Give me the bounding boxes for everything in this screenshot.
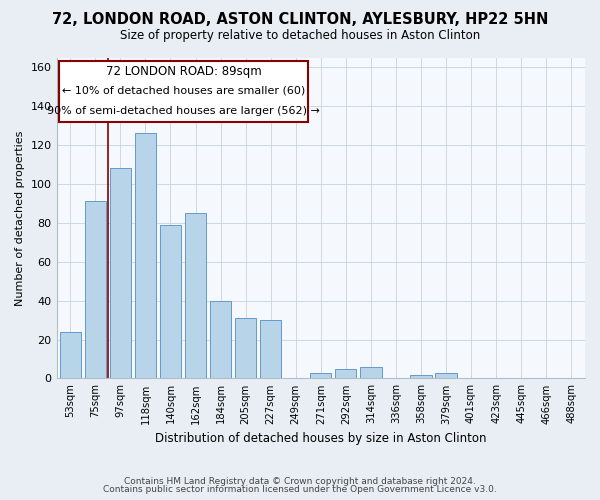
Bar	[260, 320, 281, 378]
Text: ← 10% of detached houses are smaller (60): ← 10% of detached houses are smaller (60…	[62, 86, 305, 96]
Bar	[335, 368, 356, 378]
Text: 72, LONDON ROAD, ASTON CLINTON, AYLESBURY, HP22 5HN: 72, LONDON ROAD, ASTON CLINTON, AYLESBUR…	[52, 12, 548, 28]
Bar	[59, 332, 81, 378]
Text: Contains HM Land Registry data © Crown copyright and database right 2024.: Contains HM Land Registry data © Crown c…	[124, 477, 476, 486]
FancyBboxPatch shape	[59, 62, 308, 122]
Bar	[210, 300, 231, 378]
Bar	[310, 372, 331, 378]
Text: Contains public sector information licensed under the Open Government Licence v3: Contains public sector information licen…	[103, 485, 497, 494]
Text: 90% of semi-detached houses are larger (562) →: 90% of semi-detached houses are larger (…	[47, 106, 320, 116]
Text: Size of property relative to detached houses in Aston Clinton: Size of property relative to detached ho…	[120, 29, 480, 42]
Bar	[360, 367, 382, 378]
Bar	[160, 225, 181, 378]
Bar	[85, 202, 106, 378]
Y-axis label: Number of detached properties: Number of detached properties	[15, 130, 25, 306]
Bar	[135, 134, 156, 378]
Bar	[410, 374, 431, 378]
Bar	[436, 372, 457, 378]
Bar	[110, 168, 131, 378]
Text: 72 LONDON ROAD: 89sqm: 72 LONDON ROAD: 89sqm	[106, 66, 262, 78]
Bar	[235, 318, 256, 378]
Bar	[185, 213, 206, 378]
X-axis label: Distribution of detached houses by size in Aston Clinton: Distribution of detached houses by size …	[155, 432, 487, 445]
